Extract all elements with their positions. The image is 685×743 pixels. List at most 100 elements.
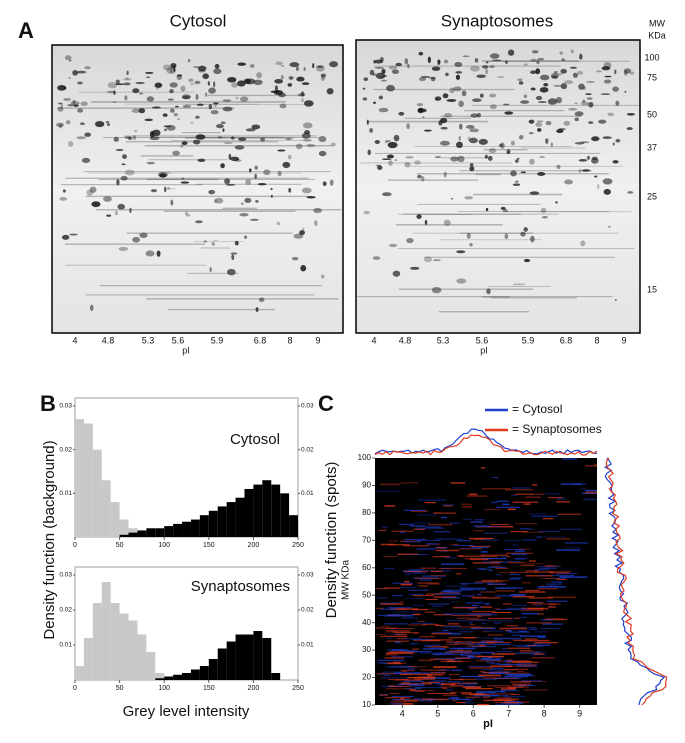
gel-spot (240, 202, 244, 206)
gel-spot (118, 246, 128, 251)
gel-spot (180, 85, 186, 92)
gel-spot (196, 103, 204, 106)
gel-spot (588, 101, 594, 108)
gel-spot (591, 157, 599, 164)
gel-spot (270, 194, 273, 198)
x-label: pI (480, 345, 488, 355)
histogram-bar (83, 423, 93, 537)
gel-spot (57, 85, 67, 91)
gel-spot (384, 140, 388, 144)
gel-spot (555, 96, 562, 104)
gel-spot (485, 207, 489, 212)
gel-spot (234, 145, 245, 150)
gel-spot (374, 67, 385, 69)
gel-spot (580, 101, 590, 106)
gel-spot (442, 93, 449, 99)
gel-spot (296, 76, 305, 82)
gel-spot (277, 170, 282, 177)
gel-spot (169, 82, 178, 88)
gel-spot (231, 254, 235, 261)
gel-spot (578, 168, 582, 173)
gel-spot (237, 80, 246, 87)
gel-spot (523, 94, 528, 99)
gel-spot (195, 134, 206, 140)
gel-spot (65, 120, 71, 125)
gel-spot (89, 186, 97, 193)
gel-spot (510, 170, 517, 177)
gel-spot (363, 210, 370, 215)
gel-spot (207, 81, 210, 86)
x-tick-label: 5.6 (172, 335, 185, 345)
gel-spot (220, 163, 225, 169)
gel-spot (405, 156, 414, 159)
gel-spot (547, 98, 558, 105)
gel-spot (145, 250, 155, 257)
gel-spot (217, 136, 223, 139)
gel-spot (91, 201, 101, 208)
gel-spot (255, 199, 259, 203)
gel-spot (382, 192, 392, 197)
x-tick-label: 6.8 (254, 335, 267, 345)
gel-spot (458, 135, 461, 141)
gel-spot (459, 123, 463, 130)
gel-spot (536, 120, 544, 123)
x-tick-label: 8 (542, 708, 547, 718)
gel-spot (172, 150, 180, 156)
gel-spot (150, 189, 158, 193)
gel-spot (230, 156, 240, 162)
gel-spot (454, 62, 463, 68)
histogram-bar (119, 534, 129, 537)
gel-title: Synaptosomes (441, 11, 553, 30)
gel-spot (593, 175, 598, 178)
gel-spot (244, 197, 252, 203)
gel-spot (479, 93, 484, 98)
gel-spot (313, 207, 323, 214)
gel-spot (504, 111, 514, 115)
gel-spot (72, 99, 76, 105)
gel-spot (251, 124, 261, 130)
gel-spot (505, 60, 508, 64)
gel-spot (520, 100, 530, 104)
gel-spot (213, 102, 219, 105)
histogram-bar (146, 652, 156, 680)
gel-spot (59, 196, 67, 201)
gel-spot (551, 75, 559, 79)
gel-spot (222, 128, 225, 132)
gel-spot (254, 165, 258, 170)
histogram-bar (110, 502, 120, 537)
gel-spot (152, 129, 161, 137)
mw-title: KDa (648, 30, 666, 40)
gel-spot (138, 107, 146, 114)
gel-spot (169, 89, 174, 94)
gel-spot (240, 96, 249, 102)
gel-spot (520, 231, 526, 237)
x-tick-label: 5 (435, 708, 440, 718)
gel-spot (170, 67, 173, 74)
profile-line (603, 457, 666, 706)
y2-tick-label: 0.01 (301, 642, 314, 649)
gel-spot (391, 69, 399, 75)
histogram-bar (137, 634, 147, 680)
gel-spot (438, 59, 441, 64)
gel-spot (151, 106, 161, 109)
gel-spot (234, 159, 242, 162)
x-tick-label: 50 (116, 542, 124, 549)
histogram-bar (244, 634, 254, 680)
gel-spot (478, 138, 488, 145)
gel-spot (379, 75, 384, 78)
histogram-bar (253, 484, 263, 537)
gel-spot (518, 81, 524, 85)
gel-spot (156, 250, 161, 257)
y-tick-label: 30 (362, 645, 371, 654)
chart-label: Cytosol (230, 431, 280, 448)
gel-spot (545, 138, 549, 144)
gel-spot (115, 148, 124, 152)
gel-spot (374, 59, 384, 64)
gel-spot (80, 101, 88, 107)
gel-spot (517, 78, 523, 82)
gel-spot (388, 65, 398, 70)
gel-spot (378, 95, 384, 100)
gel-spot (316, 65, 325, 72)
gel-spot (312, 63, 315, 69)
gel-spot (586, 97, 593, 100)
